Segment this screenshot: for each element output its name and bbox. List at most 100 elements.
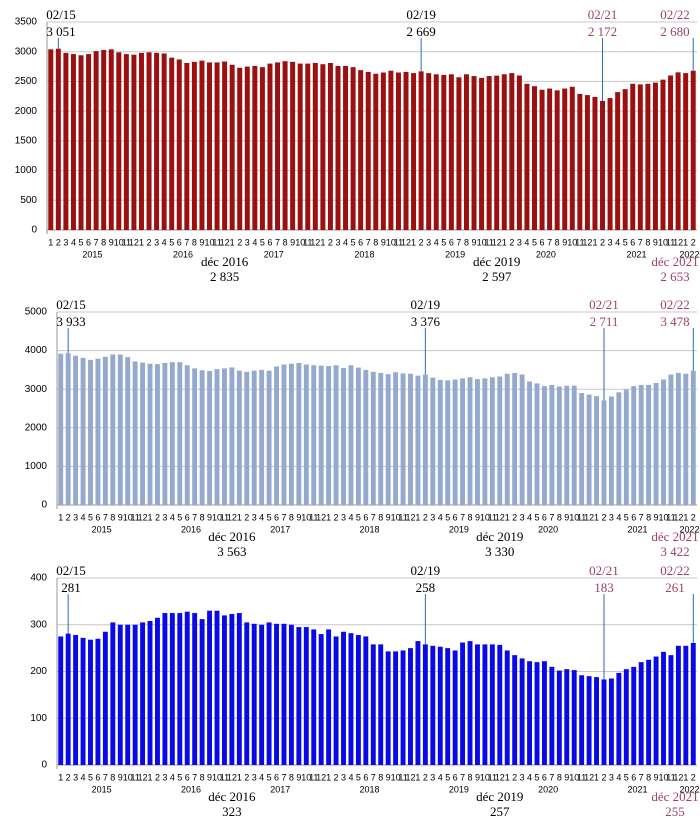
x-tick-label: 4 — [348, 772, 353, 782]
x-tick-label: 12 — [495, 772, 505, 782]
year-label: 2020 — [536, 249, 556, 259]
bar — [70, 54, 76, 230]
bar — [237, 67, 243, 230]
annotation-date: 02/22 — [660, 297, 690, 312]
bar — [140, 362, 146, 505]
bar — [303, 364, 309, 505]
x-tick-label: 11 — [666, 772, 675, 782]
annotation-date: 02/21 — [589, 297, 619, 312]
year-label: 2016 — [181, 524, 201, 534]
x-tick-label: 6 — [542, 512, 547, 522]
bar — [80, 637, 86, 765]
bar — [539, 89, 545, 231]
bar — [380, 72, 386, 230]
x-tick-label: 1 — [505, 512, 510, 522]
bar — [408, 373, 413, 505]
year-label: 2019 — [445, 249, 465, 259]
x-tick-label: 7 — [103, 772, 108, 782]
x-tick-label: 4 — [527, 772, 532, 782]
bar — [549, 666, 555, 765]
bar — [452, 650, 458, 765]
year-label: 2018 — [354, 249, 374, 259]
bar — [251, 370, 257, 505]
x-tick-label: 1 — [148, 512, 153, 522]
annotation-date: déc 2019 — [476, 789, 523, 804]
x-tick-label: 2 — [66, 772, 71, 782]
annotation-date: déc 2019 — [473, 254, 520, 269]
x-tick-label: 3 — [426, 237, 431, 247]
x-tick-label: 10 — [659, 772, 669, 782]
bar — [88, 639, 93, 765]
bar — [350, 67, 356, 230]
bar — [622, 89, 628, 230]
bar — [80, 357, 86, 505]
bar — [244, 66, 250, 230]
bar — [489, 644, 495, 765]
x-tick-label: 4 — [170, 772, 175, 782]
x-tick-label: 10 — [212, 512, 222, 522]
bar — [288, 363, 294, 505]
bar — [282, 61, 288, 231]
annotation-date: 02/19 — [411, 563, 441, 578]
x-tick-label: 5 — [534, 772, 539, 782]
bar — [482, 378, 488, 505]
x-tick-label: 2 — [56, 237, 61, 247]
x-tick-label: 6 — [453, 512, 458, 522]
bar — [146, 52, 152, 231]
bar — [288, 624, 294, 765]
x-tick-label: 9 — [564, 512, 569, 522]
bar — [631, 666, 637, 765]
annotation-date: 02/15 — [56, 297, 86, 312]
bar — [584, 95, 590, 231]
x-tick-label: 11 — [220, 512, 229, 522]
bar — [675, 645, 681, 765]
x-tick-label: 8 — [468, 512, 473, 522]
x-tick-label: 7 — [639, 512, 644, 522]
bar — [661, 651, 666, 765]
year-label: 2021 — [627, 524, 647, 534]
x-tick-label: 12 — [316, 512, 326, 522]
bar — [592, 96, 598, 230]
x-tick-label: 5 — [445, 512, 450, 522]
x-tick-label: 6 — [631, 772, 636, 782]
bar — [564, 669, 570, 765]
bar — [326, 366, 332, 505]
bar — [125, 624, 131, 765]
bar — [564, 385, 570, 505]
x-tick-label: 8 — [283, 237, 288, 247]
bar — [102, 631, 108, 765]
bar — [177, 613, 183, 765]
x-tick-label: 5 — [534, 512, 539, 522]
x-tick-label: 7 — [281, 772, 286, 782]
annotation-value: 3 330 — [485, 544, 514, 559]
x-tick-label: 12 — [673, 237, 683, 247]
year-label: 2019 — [449, 784, 469, 794]
bar — [554, 90, 560, 230]
bar — [355, 367, 361, 505]
x-tick-label: 3 — [520, 512, 525, 522]
annotation-value: 257 — [490, 804, 510, 819]
bar — [660, 79, 666, 230]
bar — [318, 365, 324, 505]
bar — [623, 389, 629, 505]
bar — [422, 374, 428, 505]
x-tick-label: 4 — [343, 237, 348, 247]
bar — [274, 623, 279, 765]
y-tick-label: 0 — [31, 225, 37, 236]
bar — [608, 678, 614, 765]
x-tick-label: 1 — [683, 772, 688, 782]
x-tick-label: 6 — [363, 772, 368, 782]
year-label: 2022 — [679, 249, 699, 259]
x-tick-label: 8 — [289, 772, 294, 782]
x-tick-label: 9 — [475, 512, 480, 522]
bar — [415, 641, 421, 765]
x-tick-label: 9 — [653, 237, 658, 247]
x-tick-label: 7 — [366, 237, 371, 247]
y-tick-label: 2500 — [15, 76, 38, 87]
x-tick-label: 10 — [391, 512, 401, 522]
x-tick-label: 4 — [616, 512, 621, 522]
x-tick-label: 4 — [348, 512, 353, 522]
bar — [214, 62, 220, 230]
x-tick-label: 3 — [517, 237, 522, 247]
x-tick-label: 8 — [464, 237, 469, 247]
